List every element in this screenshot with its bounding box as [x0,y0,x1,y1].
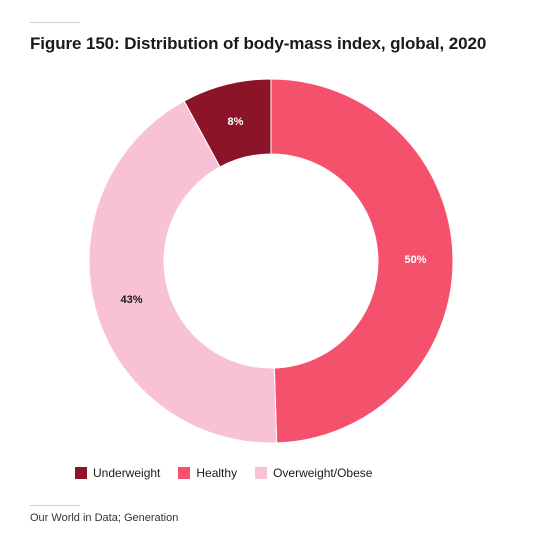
slice-label-healthy: 50% [404,254,426,266]
legend-item-underweight: Underweight [75,466,160,480]
slice-label-underweight: 8% [227,116,243,128]
bottom-divider [30,505,80,506]
slice-healthy [270,78,454,444]
legend-label-underweight: Underweight [93,466,161,480]
chart-title: Figure 150: Distribution of body-mass in… [30,34,487,53]
legend-item-healthy: Healthy [178,466,237,480]
legend-item-overweight-obese: Overweight/Obese [255,466,372,480]
legend-label-overweight-obese: Overweight/Obese [273,466,373,480]
legend-label-healthy: Healthy [196,466,238,480]
legend-swatch-overweight-obese [255,467,268,479]
slice-overweight-obese [88,100,278,444]
source-note: Our World in Data; Generation [30,512,179,524]
slice-label-overweight-obese: 43% [121,294,143,306]
legend-swatch-underweight [75,467,87,479]
legend-swatch-healthy [178,467,191,479]
top-divider [30,22,80,23]
legend: Underweight Healthy Overweight/Obese [75,466,372,480]
